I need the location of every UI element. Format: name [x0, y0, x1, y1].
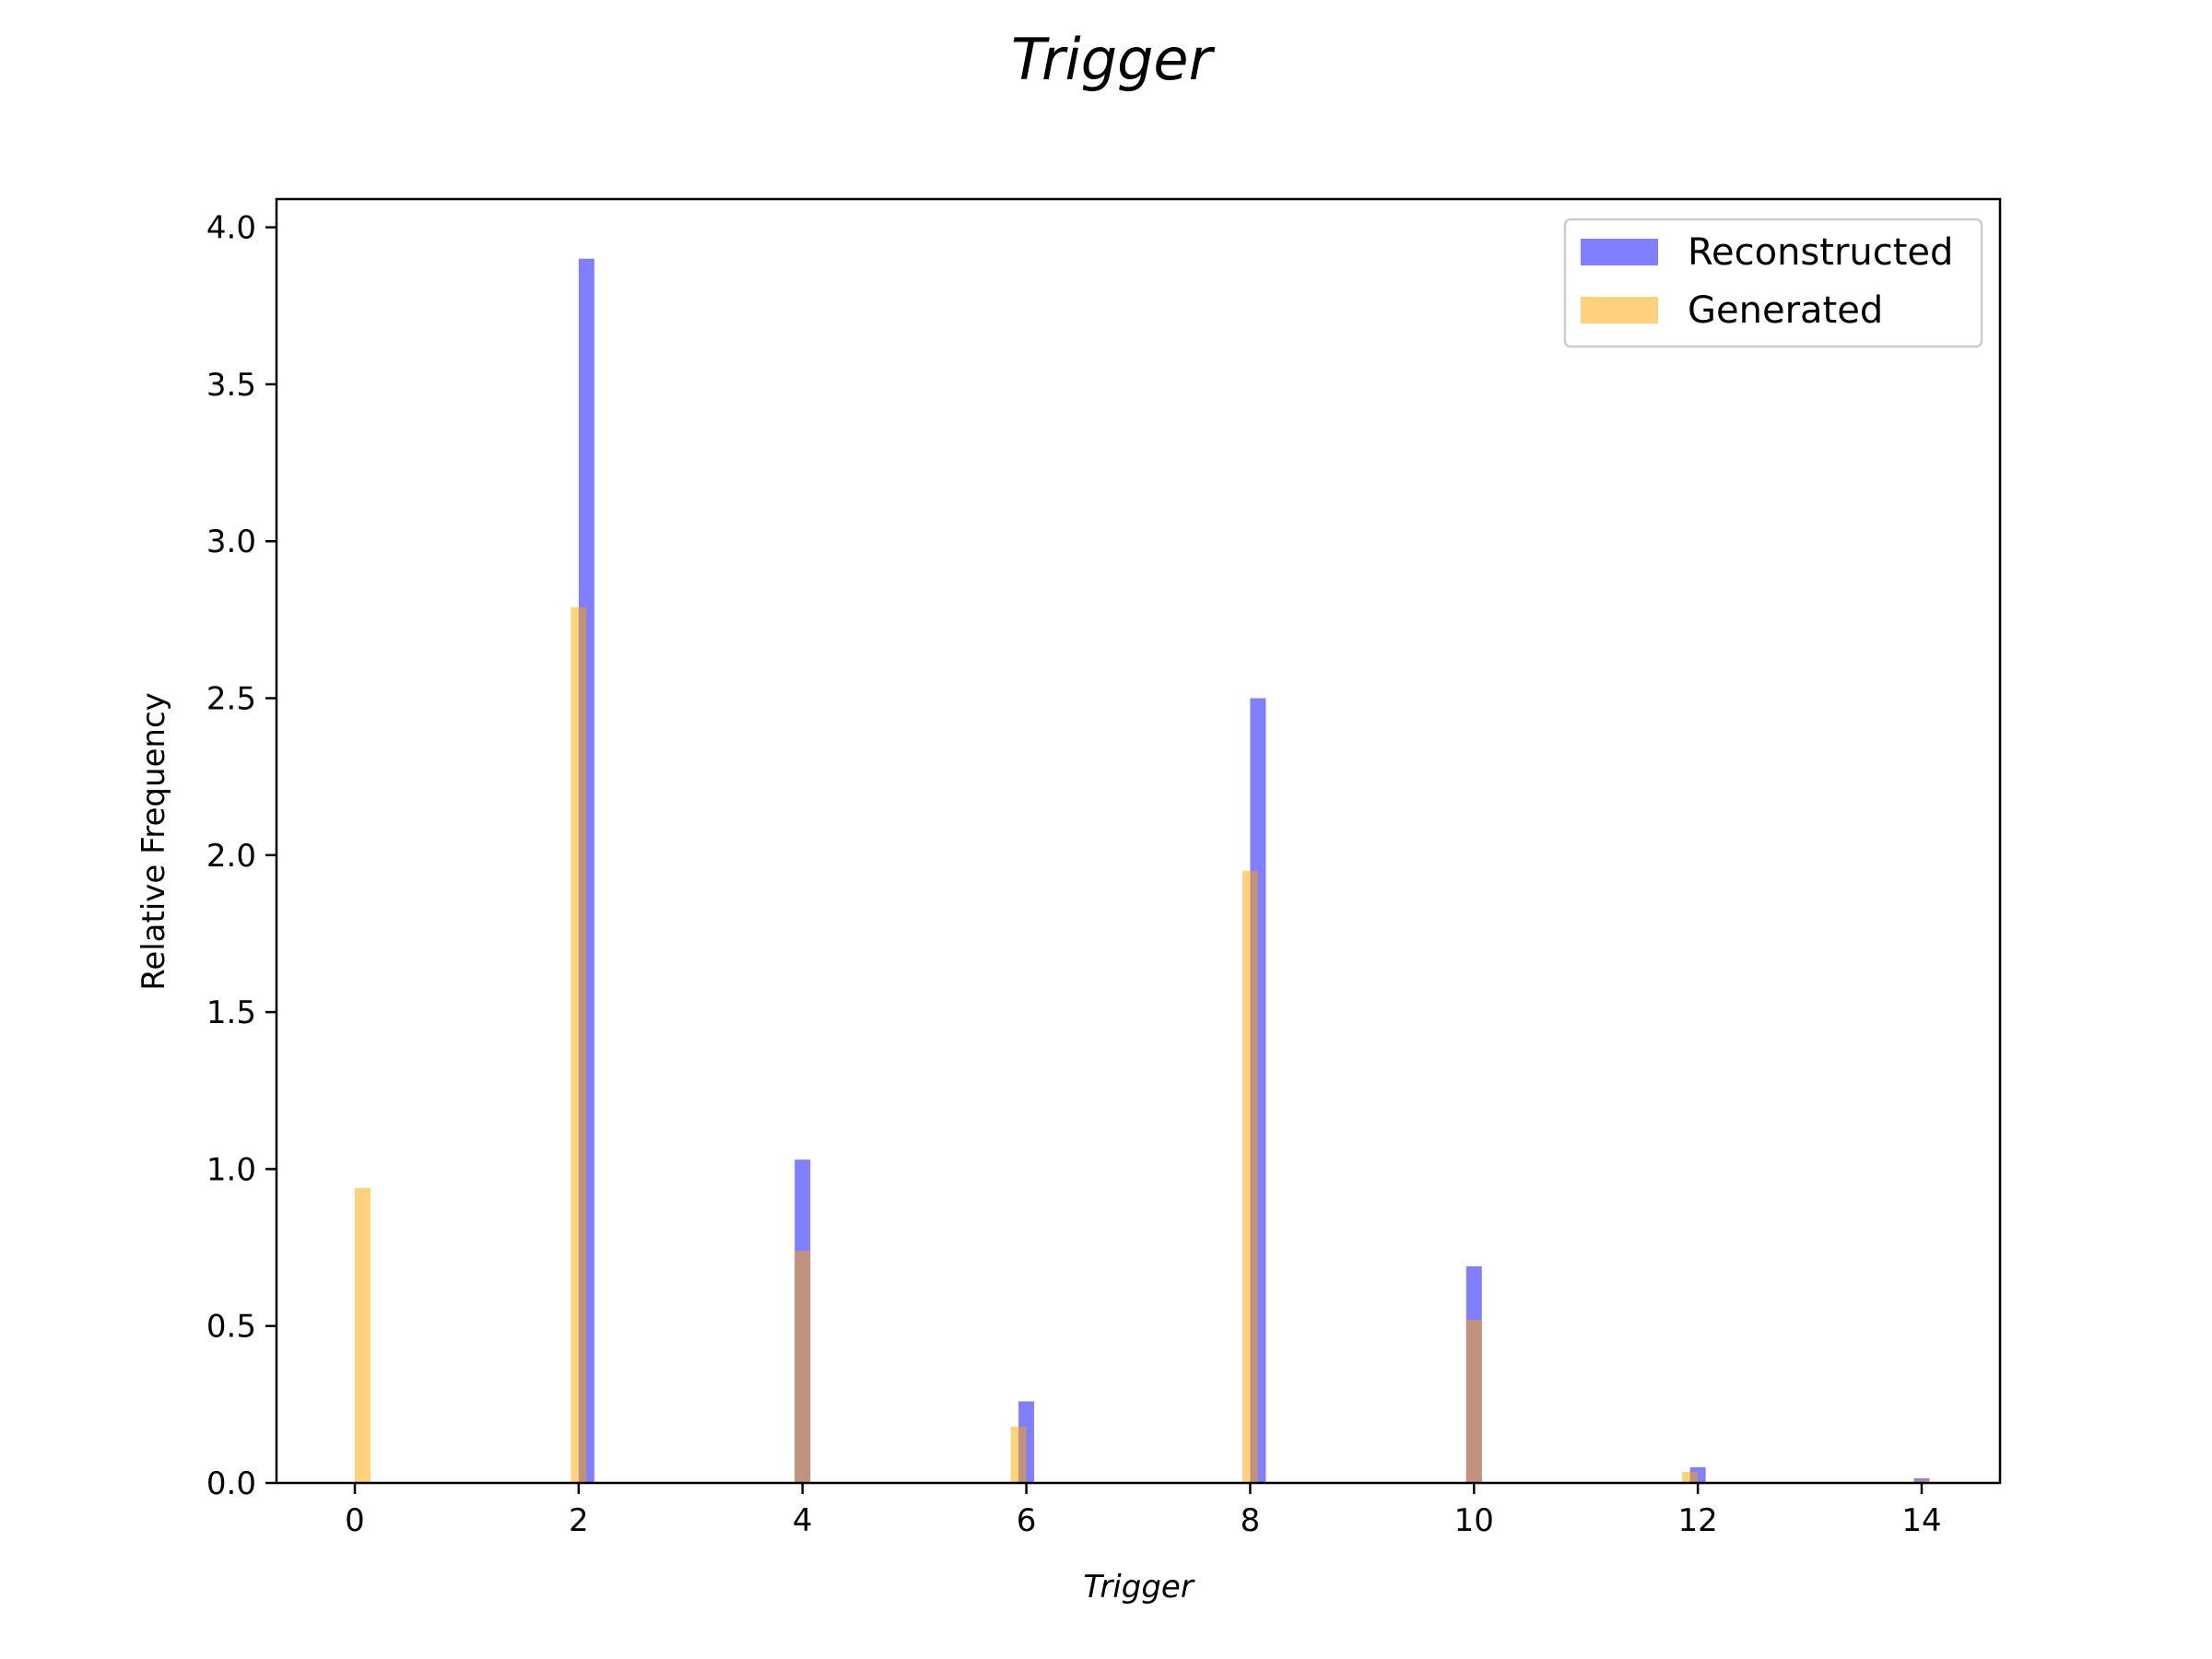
x-tick-label-2: 4 [793, 1502, 813, 1539]
y-tick-label-5: 2.5 [206, 681, 256, 718]
x-tick-label-0: 0 [345, 1502, 365, 1539]
bar-generated-3 [1010, 1426, 1027, 1483]
bars-layer [355, 258, 1930, 1484]
bar-generated-0 [355, 1187, 371, 1483]
bar-generated-7 [1913, 1479, 1930, 1483]
legend-swatch-generated [1581, 297, 1658, 324]
x-tick-label-7: 14 [1901, 1502, 1941, 1539]
y-tick-label-3: 1.5 [206, 994, 256, 1031]
legend-label-generated: Generated [1688, 289, 1883, 332]
legend: Reconstructed Generated [1563, 218, 1983, 348]
y-tick-label-8: 4.0 [206, 210, 256, 247]
y-tick-label-4: 2.0 [206, 838, 256, 875]
x-tick-label-4: 8 [1241, 1502, 1261, 1539]
x-tick-label-1: 2 [569, 1502, 589, 1539]
y-tick-label-1: 0.5 [206, 1309, 256, 1346]
chart-title: Trigger [1011, 26, 1216, 93]
x-axis-title: Trigger [1083, 1569, 1195, 1606]
x-tick-label-6: 12 [1678, 1502, 1718, 1539]
bar-generated-4 [1241, 870, 1258, 1483]
bar-generated-1 [571, 606, 587, 1483]
bar-generated-2 [794, 1250, 811, 1483]
x-tick-label-5: 10 [1454, 1502, 1494, 1539]
legend-label-reconstructed: Reconstructed [1688, 231, 1953, 274]
x-tick-label-3: 6 [1017, 1502, 1037, 1539]
legend-swatch-reconstructed [1581, 239, 1658, 265]
y-tick-label-7: 3.5 [206, 367, 256, 404]
bar-generated-6 [1682, 1472, 1699, 1483]
y-tick-label-0: 0.0 [206, 1465, 256, 1502]
y-axis-title: Relative Frequency [135, 692, 172, 991]
y-tick-label-6: 3.0 [206, 524, 256, 560]
bar-generated-5 [1465, 1319, 1482, 1483]
axes-layer: 0 2 4 6 8 10 12 14 0.0 0.5 1.0 1.5 2.0 2.5 3.0 3.5 4.0 [206, 210, 1942, 1539]
plot-frame [275, 197, 2002, 1485]
legend-box [1563, 218, 1983, 348]
y-tick-label-2: 1.0 [206, 1151, 256, 1188]
